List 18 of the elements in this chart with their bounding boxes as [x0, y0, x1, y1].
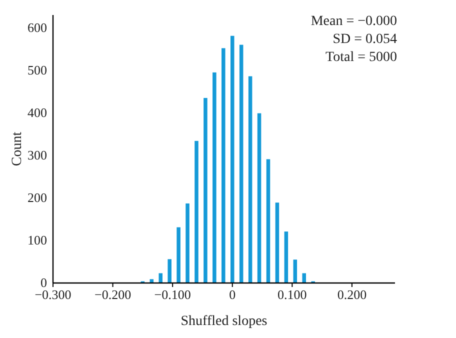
y-tick-label: 400: [28, 104, 47, 120]
x-tick-label: 0.200: [337, 287, 367, 302]
x-tick-label: −0.100: [154, 287, 191, 302]
x-tick-label: 0: [229, 287, 236, 302]
x-tick-label: −0.200: [94, 287, 132, 302]
x-axis-title: Shuffled slopes: [180, 314, 268, 329]
x-tick-label: 0.100: [278, 287, 307, 302]
x-tick-label: −0.300: [34, 287, 72, 302]
y-tick-label: 200: [28, 190, 47, 205]
y-tick-label: 300: [28, 147, 47, 162]
annotation: SD = 0.054: [332, 32, 397, 47]
y-tick-label: 600: [28, 20, 47, 35]
annotation: Total = 5000: [326, 50, 397, 65]
y-tick-label: 0: [40, 275, 47, 290]
annotation: Mean = −0.000: [310, 14, 397, 29]
y-tick-label: 100: [28, 232, 47, 248]
y-tick-label: 500: [28, 62, 47, 78]
y-axis-title: Count: [10, 132, 25, 166]
